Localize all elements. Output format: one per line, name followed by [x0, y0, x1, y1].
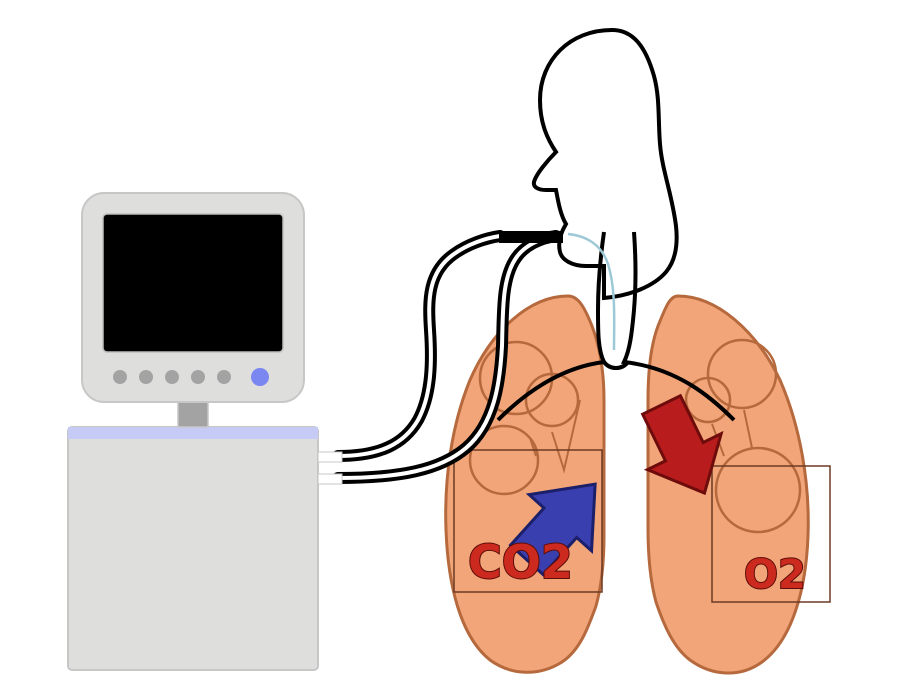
machine-base [68, 427, 318, 670]
monitor-button [113, 370, 127, 384]
tube-connector [500, 232, 562, 242]
tube-port [318, 474, 342, 484]
monitor-neck [178, 402, 208, 427]
lung-left [446, 296, 604, 672]
o2-label: O2 [744, 552, 806, 598]
tube-ports [318, 452, 342, 484]
lung-right [648, 296, 808, 673]
monitor-button [217, 370, 231, 384]
monitor-screen [103, 214, 283, 352]
monitor-button [139, 370, 153, 384]
machine-accent-bar [68, 427, 318, 439]
monitor-power-button [251, 368, 269, 386]
tube-port [318, 452, 342, 462]
co2-label: CO2 [468, 535, 573, 589]
ventilator-machine [68, 193, 342, 670]
ventilator-diagram: CO2 O2 [0, 0, 920, 690]
monitor-button [191, 370, 205, 384]
monitor-button [165, 370, 179, 384]
